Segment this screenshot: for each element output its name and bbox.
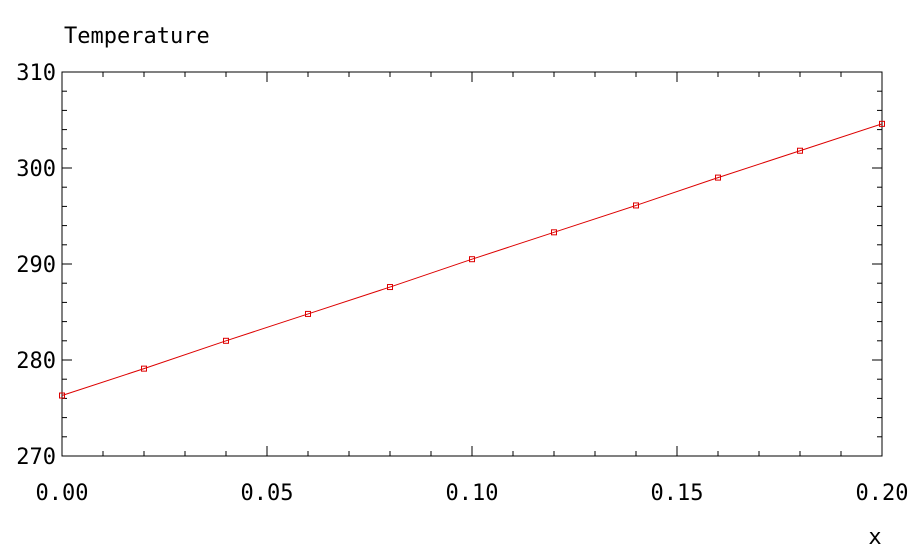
y-tick-label: 290 — [16, 253, 56, 278]
x-tick-label: 0.20 — [856, 481, 909, 506]
x-tick-label: 0.10 — [446, 481, 499, 506]
data-point — [305, 310, 311, 317]
data-series — [59, 120, 885, 399]
y-tick-label: 310 — [16, 61, 56, 86]
x-tick-label: 0.15 — [651, 481, 704, 506]
data-point — [633, 202, 639, 209]
plot-frame — [61, 71, 883, 457]
data-point — [797, 147, 803, 154]
y-tick-label: 270 — [16, 445, 56, 470]
axis-ticks — [61, 71, 883, 457]
data-point — [387, 284, 393, 291]
x-tick-label: 0.05 — [241, 481, 294, 506]
data-point — [223, 337, 229, 344]
data-point — [59, 392, 65, 399]
series-line — [61, 123, 883, 396]
y-tick-label: 280 — [16, 349, 56, 374]
axis-tick-labels: 0.00 0.05 0.10 0.15 0.20 270 280 290 300 310 — [16, 61, 908, 506]
data-point — [141, 365, 147, 372]
data-point — [551, 229, 557, 236]
y-tick-label: 300 — [16, 157, 56, 182]
x-axis-title: x — [868, 525, 881, 550]
data-point — [715, 174, 721, 181]
data-point — [469, 256, 475, 263]
x-tick-label: 0.00 — [36, 481, 89, 506]
y-axis-title: Temperature — [64, 24, 210, 49]
data-point — [879, 120, 885, 127]
